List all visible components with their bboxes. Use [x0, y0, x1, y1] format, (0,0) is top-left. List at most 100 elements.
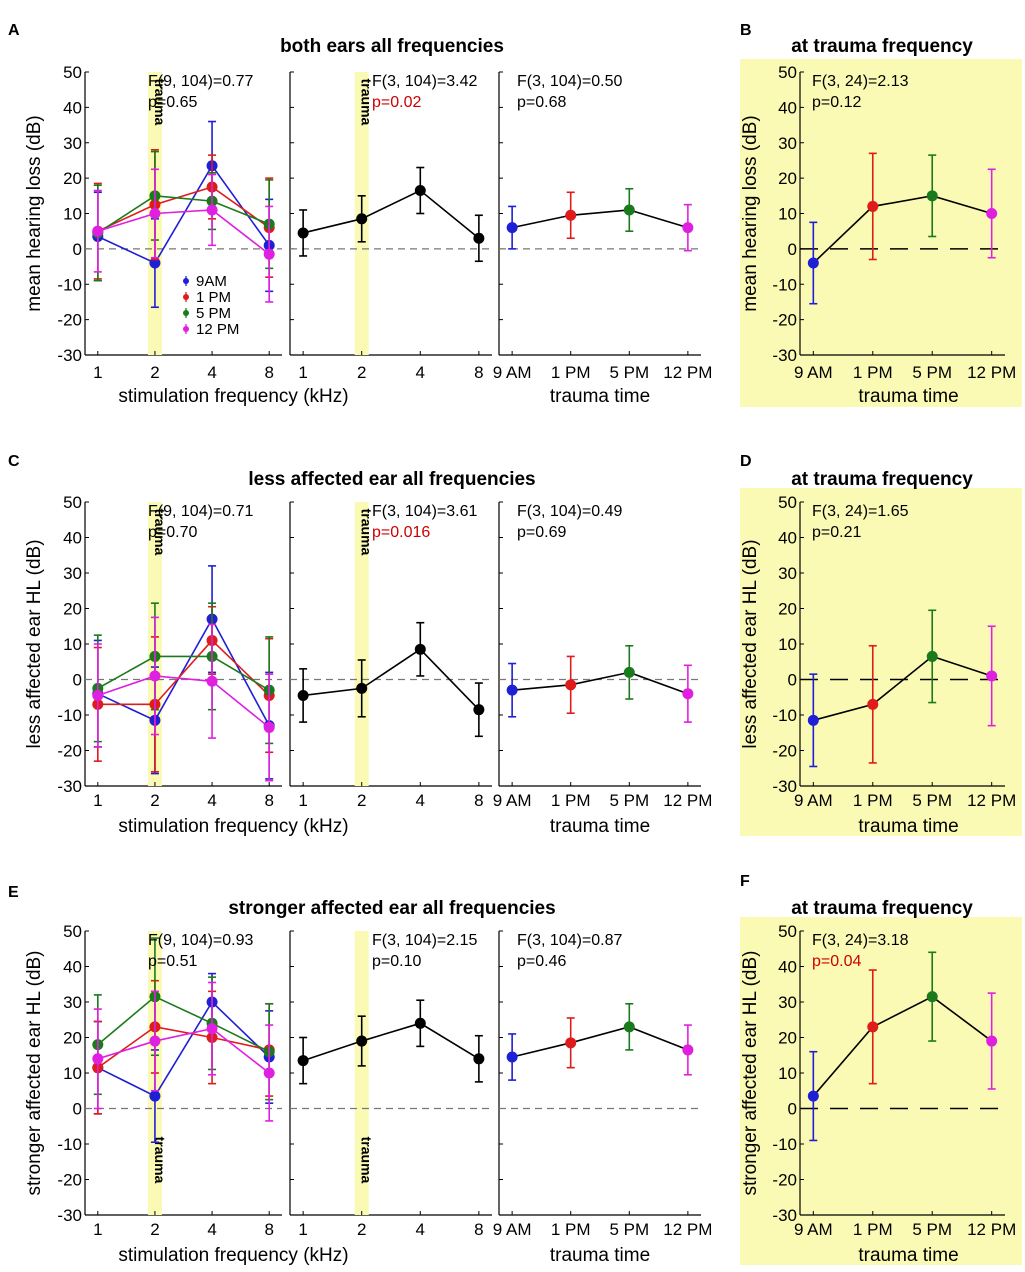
- panel-A-sub2-trauma-label: trauma: [359, 79, 375, 126]
- panel-E-sub1-series-line: [97, 1027, 270, 1074]
- panel-D-y-tick-label: 0: [788, 671, 797, 690]
- panel-A-sub2-stat-text: F(3, 104)=3.42: [372, 73, 478, 90]
- panel-E-sub1-x-tick-label: 8: [264, 1220, 273, 1239]
- panel-C-y-label: less affected ear HL (dB): [24, 539, 45, 748]
- panel-C-sub2-trauma-band: [354, 502, 369, 786]
- panel-D-stat-text: p=0.21: [812, 524, 861, 541]
- panel-A-sub1-data-point: [92, 225, 104, 237]
- panel-E-sub3-data-point: [682, 1044, 694, 1056]
- panel-A-sub1-legend-label: 12 PM: [196, 321, 239, 338]
- panel-F-stat-text: F(3, 24)=3.18: [812, 932, 909, 949]
- panel-E-sub1-y-tick-label: -30: [57, 1206, 82, 1225]
- panel-A-sub1-data-point: [263, 248, 275, 260]
- panel-A-sub2-x-tick-label: 1: [298, 363, 307, 382]
- panel-A-sub1-y-tick-label: 50: [63, 63, 82, 82]
- panel-letter-E: E: [8, 884, 19, 901]
- panel-E-sub2-x-tick-label: 8: [474, 1220, 483, 1239]
- panel-A-y-label: mean hearing loss (dB): [24, 115, 45, 311]
- panel-C-sub3-x-label: trauma time: [550, 816, 650, 837]
- panel-C-sub1-x-label: stimulation frequency (kHz): [118, 816, 348, 837]
- panel-C-sub1-y-tick-label: 0: [73, 671, 82, 690]
- panel-F-y-label: stronger affected ear HL (dB): [740, 950, 761, 1195]
- panel-A-sub1-stat-text: F(9, 104)=0.77: [148, 73, 254, 90]
- panel-letter-B: B: [740, 22, 752, 39]
- panel-A-sub3-x-tick-label: 9 AM: [493, 363, 532, 382]
- panel-C-sub2-trauma-label: trauma: [359, 509, 375, 556]
- panel-C-sub1-x-tick-label: 1: [93, 791, 102, 810]
- panel-C-sub1-data-point: [149, 670, 161, 682]
- panel-D-y-tick-label: 40: [778, 529, 797, 548]
- panel-E-sub1-x-tick-label: 1: [93, 1220, 102, 1239]
- panel-B-y-tick-label: -20: [772, 311, 797, 330]
- panel-A-sub3-series-line: [511, 209, 689, 229]
- panel-B-y-tick-label: 10: [778, 205, 797, 224]
- panel-F-y-tick-label: 50: [778, 922, 797, 941]
- panel-E-sub3-stat-text: F(3, 104)=0.87: [517, 932, 623, 949]
- panel-A-sub2-x-tick-label: 4: [416, 363, 425, 382]
- panel-C-sub2-data-point: [356, 682, 368, 694]
- panel-A-sub3-x-label: trauma time: [550, 386, 650, 407]
- panel-A-sub1-legend-label: 9AM: [196, 273, 227, 290]
- panel-E-sub2-data-point: [297, 1055, 309, 1067]
- panel-E-sub1-stat-text: F(9, 104)=0.93: [148, 932, 254, 949]
- panel-C-sub2-x-tick-label: 4: [416, 791, 425, 810]
- panel-C-sub1-y-tick-label: 30: [63, 564, 82, 583]
- panel-A-sub1-x-label: stimulation frequency (kHz): [118, 386, 348, 407]
- panel-C-sub1-y-tick-label: -30: [57, 777, 82, 796]
- panel-B-y-tick-label: 20: [778, 169, 797, 188]
- panel-E-sub3-x-tick-label: 12 PM: [663, 1220, 712, 1239]
- panel-E-sub2-trauma-label: trauma: [359, 1137, 375, 1184]
- panel-F-y-tick-label: -20: [772, 1171, 797, 1190]
- panel-D-data-point: [867, 698, 879, 710]
- panel-C-sub2-data-point: [297, 689, 309, 701]
- panel-F-data-point: [986, 1035, 998, 1047]
- panel-F-data-point: [807, 1090, 819, 1102]
- panel-C-title: less affected ear all frequencies: [248, 469, 535, 490]
- panel-B-y-tick-label: 50: [778, 63, 797, 82]
- panel-B-data-point: [926, 190, 938, 202]
- panel-D-x-tick-label: 5 PM: [912, 791, 952, 810]
- panel-B-y-tick-label: 0: [788, 240, 797, 259]
- panel-C-sub2-stat-text: p=0.016: [372, 524, 430, 541]
- panel-C-sub1-x-tick-label: 8: [264, 791, 273, 810]
- panel-A-sub1-y-tick-label: 40: [63, 98, 82, 117]
- panel-A-sub3-x-tick-label: 1 PM: [551, 363, 591, 382]
- panel-B-x-tick-label: 12 PM: [967, 363, 1016, 382]
- panel-F-y-tick-label: 0: [788, 1100, 797, 1119]
- panel-E-title: stronger affected ear all frequencies: [228, 898, 555, 919]
- panel-C-sub1-y-tick-label: -10: [57, 706, 82, 725]
- panel-E-sub2-x-tick-label: 4: [416, 1220, 425, 1239]
- panel-E-sub1-data-point: [206, 1023, 218, 1035]
- panel-E-sub1-y-tick-label: 40: [63, 958, 82, 977]
- panel-E-sub1-y-tick-label: 50: [63, 922, 82, 941]
- panel-letter-D: D: [740, 453, 752, 470]
- panel-E-sub1-y-tick-label: -20: [57, 1171, 82, 1190]
- panel-D-x-label: trauma time: [858, 816, 958, 837]
- panel-B-stat-text: p=0.12: [812, 94, 861, 111]
- panel-A-title: both ears all frequencies: [280, 36, 504, 57]
- panel-D-title: at trauma frequency: [791, 469, 973, 490]
- panel-D-x-tick-label: 9 AM: [794, 791, 833, 810]
- panel-F-series-line: [812, 995, 993, 1097]
- panel-E-sub1-data-point: [149, 1090, 161, 1102]
- panel-E-sub1-y-tick-label: 20: [63, 1029, 82, 1048]
- panel-E-sub1-y-tick-label: 0: [73, 1100, 82, 1119]
- panel-E-sub1-y-tick-label: 10: [63, 1064, 82, 1083]
- panel-E-sub3-x-label: trauma time: [550, 1245, 650, 1266]
- panel-E-sub1-series-line: [97, 1026, 270, 1069]
- panel-C-sub1-y-tick-label: 50: [63, 493, 82, 512]
- panel-F-background: [740, 917, 1022, 1265]
- panel-B-title: at trauma frequency: [791, 36, 973, 57]
- panel-F-y-tick-label: -10: [772, 1135, 797, 1154]
- panel-D-data-point: [926, 650, 938, 662]
- panel-F-x-label: trauma time: [858, 1245, 958, 1266]
- panel-C-sub3-x-tick-label: 5 PM: [609, 791, 649, 810]
- panel-E-sub1-x-label: stimulation frequency (kHz): [118, 1245, 348, 1266]
- panel-D-y-tick-label: -30: [772, 777, 797, 796]
- panel-C-sub1-stat-text: F(9, 104)=0.71: [148, 503, 254, 520]
- panel-B-y-tick-label: -30: [772, 346, 797, 365]
- panel-C-sub3-x-tick-label: 1 PM: [551, 791, 591, 810]
- panel-E-sub1-trauma-label: trauma: [152, 1137, 168, 1184]
- panel-D-series-line: [813, 655, 992, 722]
